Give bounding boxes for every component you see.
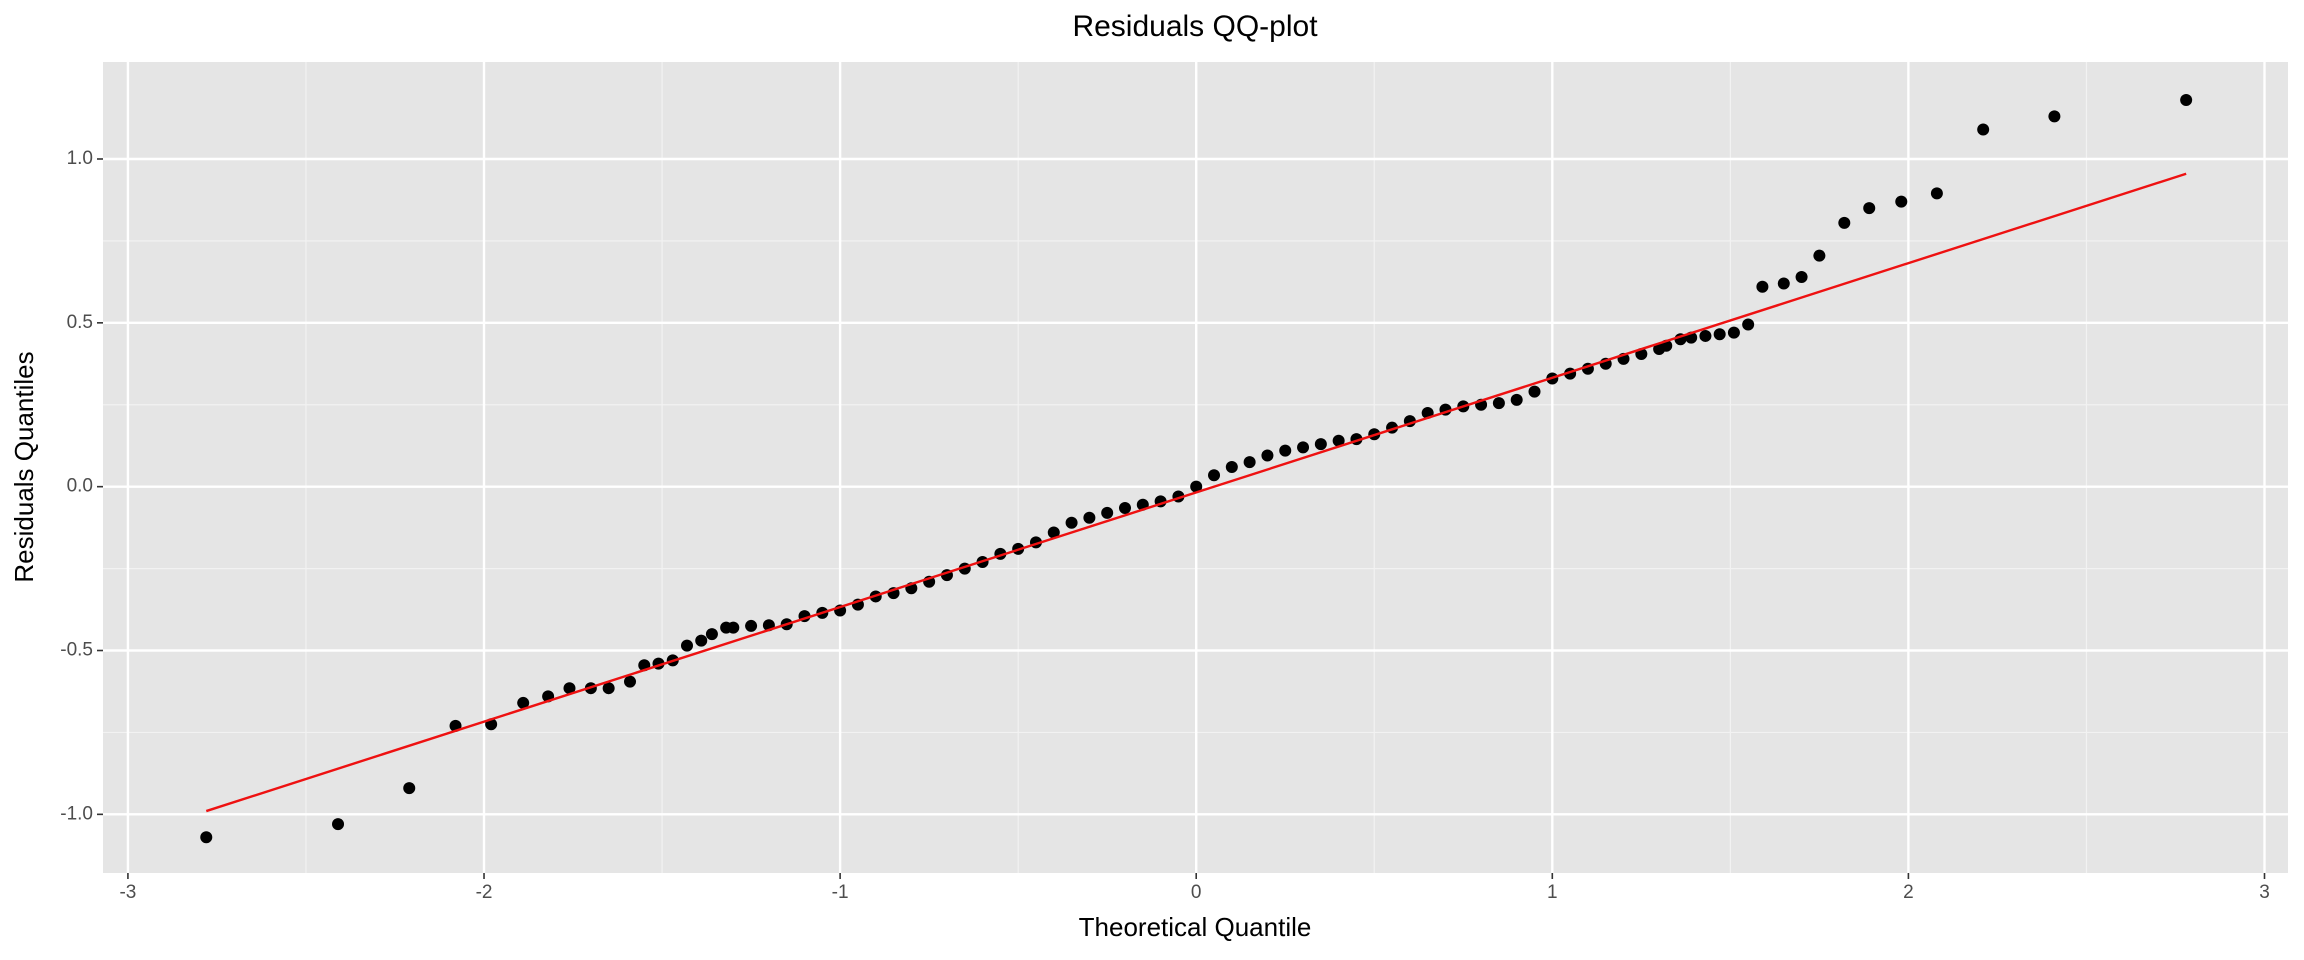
point bbox=[680, 639, 693, 652]
point bbox=[1727, 326, 1740, 339]
point bbox=[1713, 328, 1726, 341]
y-tick-label: 0.0 bbox=[67, 476, 93, 497]
point bbox=[1297, 441, 1310, 454]
point bbox=[332, 818, 345, 831]
point bbox=[2048, 110, 2061, 123]
point bbox=[1047, 526, 1060, 539]
y-tick-label: -1.0 bbox=[60, 803, 93, 824]
point bbox=[1225, 461, 1238, 474]
point bbox=[705, 628, 718, 641]
point bbox=[695, 634, 708, 647]
point bbox=[1838, 216, 1851, 229]
point bbox=[1314, 438, 1327, 451]
point bbox=[624, 675, 637, 688]
y-axis-title: Residuals Quantiles bbox=[9, 351, 39, 582]
y-tick-label: 0.5 bbox=[67, 312, 93, 333]
point bbox=[602, 682, 615, 695]
point bbox=[1977, 123, 1990, 136]
point bbox=[727, 621, 740, 634]
point bbox=[745, 619, 758, 632]
point bbox=[1510, 393, 1523, 406]
point bbox=[1756, 280, 1769, 293]
point bbox=[1190, 480, 1203, 493]
point bbox=[1279, 444, 1292, 457]
point bbox=[1083, 511, 1096, 524]
x-tick-label: 3 bbox=[2259, 882, 2270, 903]
point bbox=[1742, 318, 1755, 331]
point bbox=[1528, 385, 1541, 398]
y-tick-label: 1.0 bbox=[67, 148, 93, 169]
point bbox=[1492, 397, 1505, 410]
point bbox=[1699, 329, 1712, 342]
point bbox=[1118, 501, 1131, 514]
point bbox=[1243, 456, 1256, 469]
x-tick-label: -3 bbox=[119, 882, 136, 903]
x-tick-label: 2 bbox=[1903, 882, 1914, 903]
chart-title: Residuals QQ-plot bbox=[1072, 10, 1318, 43]
point bbox=[1332, 434, 1345, 447]
point bbox=[563, 682, 576, 695]
point bbox=[1777, 277, 1790, 290]
point bbox=[403, 782, 416, 795]
x-axis-title: Theoretical Quantile bbox=[1079, 912, 1312, 942]
point bbox=[1863, 202, 1876, 215]
point bbox=[517, 696, 530, 709]
point bbox=[1065, 516, 1078, 529]
point bbox=[1895, 195, 1908, 208]
reference-line bbox=[205, 172, 2187, 813]
point bbox=[200, 831, 213, 844]
y-tick-label: -0.5 bbox=[60, 640, 93, 661]
point bbox=[1261, 449, 1274, 462]
point bbox=[1208, 469, 1221, 482]
point bbox=[2180, 94, 2193, 107]
x-tick-label: -1 bbox=[832, 882, 849, 903]
point bbox=[1795, 270, 1808, 283]
x-tick-label: 0 bbox=[1191, 882, 1202, 903]
point bbox=[1813, 249, 1826, 262]
point bbox=[1101, 506, 1114, 519]
x-tick-label: 1 bbox=[1547, 882, 1558, 903]
point bbox=[1930, 187, 1943, 200]
x-tick-label: -2 bbox=[476, 882, 493, 903]
